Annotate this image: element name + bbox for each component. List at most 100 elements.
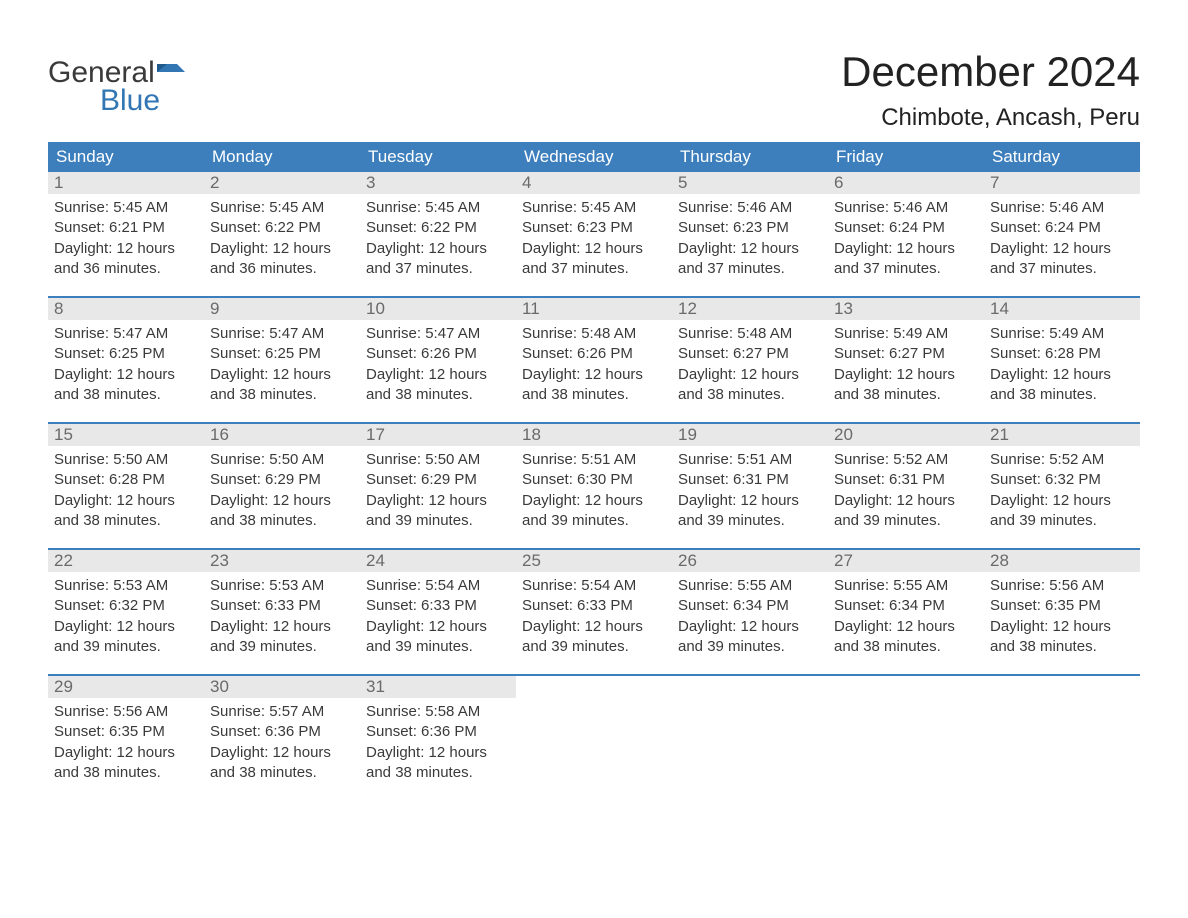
day-number: 2 [204,172,360,194]
daylight-text-1: Daylight: 12 hours [366,365,510,385]
sunset-text: Sunset: 6:26 PM [522,344,666,364]
daylight-text-2: and 38 minutes. [834,637,978,657]
day-number: 27 [828,550,984,572]
daylight-text-2: and 39 minutes. [522,637,666,657]
sunrise-text: Sunrise: 5:50 AM [366,450,510,470]
day-header-sun: Sunday [48,147,204,167]
sunrise-text: Sunrise: 5:58 AM [366,702,510,722]
sunset-text: Sunset: 6:35 PM [54,722,198,742]
daylight-text-2: and 39 minutes. [366,511,510,531]
day-cell: 2Sunrise: 5:45 AMSunset: 6:22 PMDaylight… [204,172,360,296]
week-row: 22Sunrise: 5:53 AMSunset: 6:32 PMDayligh… [48,548,1140,674]
daylight-text-1: Daylight: 12 hours [990,491,1134,511]
day-body: Sunrise: 5:45 AMSunset: 6:21 PMDaylight:… [48,194,204,279]
sunrise-text: Sunrise: 5:46 AM [678,198,822,218]
daylight-text-1: Daylight: 12 hours [834,365,978,385]
day-cell: 26Sunrise: 5:55 AMSunset: 6:34 PMDayligh… [672,550,828,674]
daylight-text-2: and 38 minutes. [210,385,354,405]
day-cell: 16Sunrise: 5:50 AMSunset: 6:29 PMDayligh… [204,424,360,548]
sunrise-text: Sunrise: 5:54 AM [366,576,510,596]
day-body: Sunrise: 5:56 AMSunset: 6:35 PMDaylight:… [48,698,204,783]
day-number: 19 [672,424,828,446]
day-cell: 11Sunrise: 5:48 AMSunset: 6:26 PMDayligh… [516,298,672,422]
day-cell [516,676,672,800]
day-cell: 29Sunrise: 5:56 AMSunset: 6:35 PMDayligh… [48,676,204,800]
day-number: 8 [48,298,204,320]
sunset-text: Sunset: 6:33 PM [210,596,354,616]
sunrise-text: Sunrise: 5:48 AM [522,324,666,344]
sunset-text: Sunset: 6:27 PM [834,344,978,364]
day-cell [672,676,828,800]
day-number: 29 [48,676,204,698]
daylight-text-1: Daylight: 12 hours [366,743,510,763]
day-cell [984,676,1140,800]
sunset-text: Sunset: 6:25 PM [210,344,354,364]
daylight-text-2: and 38 minutes. [210,763,354,783]
sunrise-text: Sunrise: 5:48 AM [678,324,822,344]
day-number: 5 [672,172,828,194]
day-cell: 13Sunrise: 5:49 AMSunset: 6:27 PMDayligh… [828,298,984,422]
day-body: Sunrise: 5:49 AMSunset: 6:27 PMDaylight:… [828,320,984,405]
week-row: 8 Sunrise: 5:47 AMSunset: 6:25 PM Daylight… [48,296,1140,422]
day-body: Sunrise: 5:46 AMSunset: 6:24 PMDaylight:… [828,194,984,279]
sunrise-text: Sunrise: 5:51 AM [522,450,666,470]
sunset-text: Sunset: 6:34 PM [678,596,822,616]
logo-word2: Blue [100,84,160,118]
daylight-text-2: and 38 minutes. [990,385,1134,405]
sunset-text: Sunset: 6:22 PM [210,218,354,238]
daylight-text-2: and 36 minutes. [54,259,198,279]
day-body: Sunrise: 5:50 AMSunset: 6:28 PMDaylight:… [48,446,204,531]
daylight-text-2: and 38 minutes. [54,511,198,531]
sunset-text: Sunset: 6:31 PM [834,470,978,490]
sunset-text: Sunset: 6:31 PM [678,470,822,490]
sunset-text: Sunset: 6:32 PM [54,596,198,616]
day-body: Sunrise: 5:45 AMSunset: 6:22 PMDaylight:… [204,194,360,279]
day-number: 22 [48,550,204,572]
day-cell: 1Sunrise: 5:45 AMSunset: 6:21 PMDaylight… [48,172,204,296]
daylight-text-2: and 39 minutes. [522,511,666,531]
daylight-text-2: and 39 minutes. [678,511,822,531]
day-cell: 15Sunrise: 5:50 AMSunset: 6:28 PMDayligh… [48,424,204,548]
day-number: 15 [48,424,204,446]
sunrise-text: Sunrise: 5:54 AM [522,576,666,596]
day-header-wed: Wednesday [516,147,672,167]
sunset-text: Sunset: 6:33 PM [366,596,510,616]
sunset-text: Sunset: 6:36 PM [210,722,354,742]
sunrise-text: Sunrise: 5:52 AM [834,450,978,470]
day-number: 16 [204,424,360,446]
day-header-fri: Friday [828,147,984,167]
day-cell: 31Sunrise: 5:58 AMSunset: 6:36 PMDayligh… [360,676,516,800]
week-row: 29Sunrise: 5:56 AMSunset: 6:35 PMDayligh… [48,674,1140,800]
sunrise-text: Sunrise: 5:55 AM [678,576,822,596]
sunrise-text: Sunrise: 5:49 AM [834,324,978,344]
daylight-text-1: Daylight: 12 hours [366,617,510,637]
sunset-text: Sunset: 6:28 PM [54,470,198,490]
daylight-text-1: Daylight: 12 hours [990,365,1134,385]
day-cell: 21Sunrise: 5:52 AMSunset: 6:32 PMDayligh… [984,424,1140,548]
daylight-text-1: Daylight: 12 hours [54,491,198,511]
day-cell: 9Sunrise: 5:47 AMSunset: 6:25 PMDaylight… [204,298,360,422]
day-cell: 20Sunrise: 5:52 AMSunset: 6:31 PMDayligh… [828,424,984,548]
sunrise-text: Sunrise: 5:49 AM [990,324,1134,344]
daylight-text-2: and 38 minutes. [54,763,198,783]
sunrise-text: Sunrise: 5:47 AM [210,324,354,344]
day-body: Sunrise: 5:47 AMSunset: 6:26 PMDaylight:… [360,320,516,405]
sunset-text: Sunset: 6:28 PM [990,344,1134,364]
day-cell: 30Sunrise: 5:57 AMSunset: 6:36 PMDayligh… [204,676,360,800]
day-number: 28 [984,550,1140,572]
sunset-text: Sunset: 6:23 PM [678,218,822,238]
day-cell: 24 Sunrise: 5:54 AMSunset: 6:33 PMDayligh… [360,550,516,674]
day-cell: 23Sunrise: 5:53 AMSunset: 6:33 PMDayligh… [204,550,360,674]
sunset-text: Sunset: 6:32 PM [990,470,1134,490]
day-header-sat: Saturday [984,147,1140,167]
daylight-text-1: Daylight: 12 hours [54,365,198,385]
day-number: 4 [516,172,672,194]
daylight-text-1: Daylight: 12 hours [834,239,978,259]
day-number: 24 [360,550,516,572]
day-number: 20 [828,424,984,446]
day-number: 9 [204,298,360,320]
daylight-text-2: and 39 minutes. [990,511,1134,531]
daylight-text-2: and 38 minutes. [210,511,354,531]
daylight-text-1: Daylight: 12 hours [990,239,1134,259]
title-block: December 2024 Chimbote, Ancash, Peru [841,48,1140,132]
